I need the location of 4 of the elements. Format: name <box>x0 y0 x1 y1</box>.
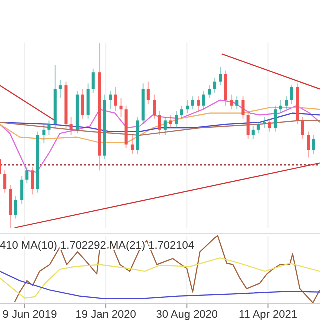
x-tick-label: 11 Apr 2021 <box>238 309 298 320</box>
x-tick-label: 9 Jun 2019 <box>2 309 58 320</box>
x-tick-label: 30 Aug 2020 <box>156 309 218 320</box>
x-tick-label: 19 Jan 2020 <box>76 309 136 320</box>
